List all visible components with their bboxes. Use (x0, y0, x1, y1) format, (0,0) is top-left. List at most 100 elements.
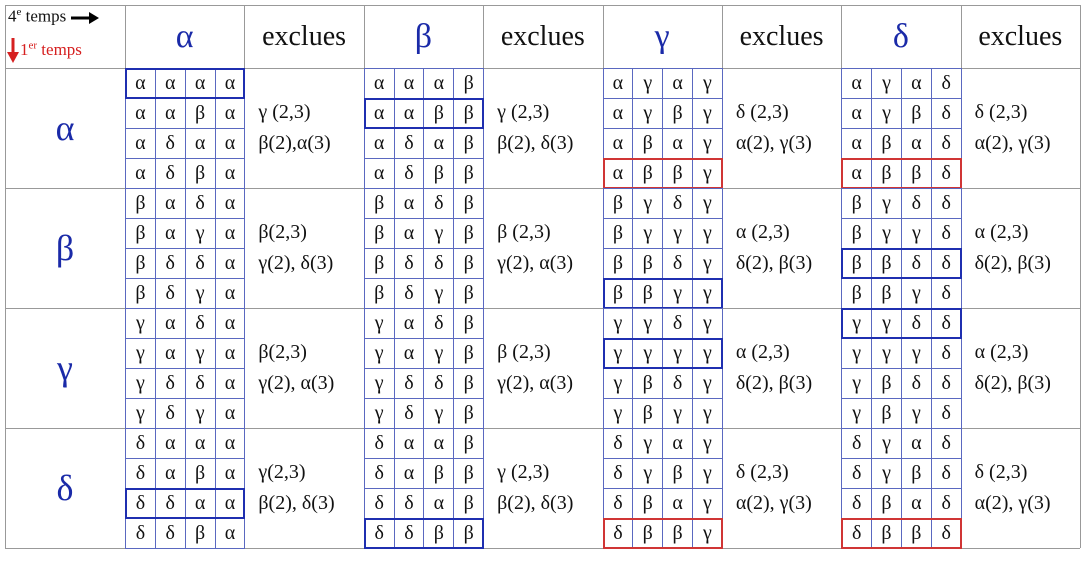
grid-cell: δ (662, 248, 694, 279)
grid-cell: α (154, 458, 186, 489)
grid-cell: α (125, 128, 156, 159)
grid-cell: δ (363, 428, 395, 459)
grid-cell: δ (184, 368, 216, 399)
table-border (1080, 5, 1081, 548)
grid-cell: β (632, 368, 664, 399)
grid-cell: α (393, 308, 425, 339)
grid-cell: δ (930, 278, 962, 309)
grid-cell: β (184, 98, 216, 129)
grid-cell: δ (662, 368, 694, 399)
grid-cell: δ (423, 368, 455, 399)
corner-bottom: 1er temps (6, 38, 82, 64)
grid-cell: β (363, 248, 395, 279)
grid-cell: β (363, 278, 395, 309)
grid-cell: β (453, 218, 485, 249)
grid-cell: δ (184, 308, 216, 339)
grid-cell: γ (125, 308, 156, 339)
exclues-text: β (2,3) (497, 341, 551, 363)
grid-cell: γ (871, 458, 902, 489)
grid-cell: β (363, 218, 395, 249)
exclues-text: β(2), δ(3) (497, 492, 574, 514)
grid-cell: α (214, 338, 246, 369)
sup: e (16, 6, 22, 18)
exclues-text: β(2), δ(3) (258, 492, 335, 514)
exclues-text: δ(2), β(3) (974, 252, 1051, 274)
grid-cell: δ (602, 488, 634, 519)
grid-cell: α (214, 428, 246, 459)
column-header: exclues (500, 20, 585, 52)
grid-cell: γ (363, 398, 395, 429)
grid-cell: γ (871, 68, 902, 99)
grid-cell: β (453, 488, 485, 519)
exclues-text: δ(2), β(3) (735, 372, 813, 394)
grid-cell: β (453, 308, 485, 339)
corner-top: 4e temps (8, 6, 101, 27)
exclues-text: α(2), γ(3) (974, 132, 1051, 154)
grid-cell: δ (393, 368, 425, 399)
grid-cell: β (184, 458, 216, 489)
column-header: δ (892, 17, 909, 55)
row-label: β (55, 228, 75, 268)
grid-cell: δ (602, 428, 634, 459)
grid-cell: γ (184, 338, 216, 369)
exclues-text: α(2), γ(3) (735, 132, 812, 154)
grid-cell: α (154, 338, 186, 369)
grid-cell: β (453, 398, 485, 429)
exclues-text: α (2,3) (735, 221, 790, 243)
grid-cell: δ (930, 128, 962, 159)
grid-cell: γ (125, 368, 156, 399)
grid-cell: α (214, 98, 246, 129)
grid-cell: α (214, 368, 246, 399)
exclues-text: γ (2,3) (497, 461, 550, 483)
highlight-frame (125, 488, 246, 519)
row-label: γ (57, 348, 73, 388)
grid-cell: δ (602, 458, 634, 489)
highlight-frame (602, 158, 723, 189)
grid-cell: α (125, 98, 156, 129)
grid-cell: δ (930, 398, 962, 429)
column-header: exclues (978, 20, 1063, 52)
grid-cell: β (632, 128, 664, 159)
highlight-frame (363, 98, 485, 129)
exclues-text: α(2), γ(3) (974, 492, 1051, 514)
grid-cell: α (423, 68, 455, 99)
grid-cell: α (125, 158, 156, 189)
table-border (5, 5, 6, 548)
grid-cell: α (184, 128, 216, 159)
grid-cell: α (393, 338, 425, 369)
grid-cell: α (423, 488, 455, 519)
grid-cell: α (154, 428, 186, 459)
grid-cell: γ (184, 398, 216, 429)
exclues-text: γ(2,3) (258, 461, 306, 483)
grid-cell: δ (930, 68, 962, 99)
grid-cell: α (423, 428, 455, 459)
grid-cell: α (363, 128, 395, 159)
grid-cell: β (423, 158, 455, 189)
highlight-frame (841, 308, 962, 339)
grid-cell: β (871, 278, 902, 309)
grid-cell: δ (154, 248, 186, 279)
grid-cell: α (214, 158, 246, 189)
exclues-text: α(2), γ(3) (735, 492, 812, 514)
grid-cell: γ (423, 278, 455, 309)
grid-cell: γ (871, 338, 902, 369)
grid-cell: α (900, 68, 932, 99)
grid-cell: γ (184, 218, 216, 249)
grid-cell: γ (900, 278, 932, 309)
grid-cell: γ (662, 218, 694, 249)
grid-cell: δ (393, 488, 425, 519)
grid-cell: δ (393, 398, 425, 429)
grid-cell: α (214, 398, 246, 429)
row-label: δ (56, 468, 74, 508)
grid-cell: γ (692, 398, 723, 429)
highlight-frame (602, 278, 723, 309)
grid-cell: δ (125, 458, 156, 489)
exclues-text: α (2,3) (974, 341, 1029, 363)
grid-cell: α (154, 218, 186, 249)
grid-cell: α (393, 428, 425, 459)
exclues-text: γ (2,3) (497, 101, 550, 123)
grid-cell: β (184, 158, 216, 189)
grid-cell: β (453, 278, 485, 309)
row-line (5, 188, 1080, 189)
grid-cell: γ (363, 308, 395, 339)
